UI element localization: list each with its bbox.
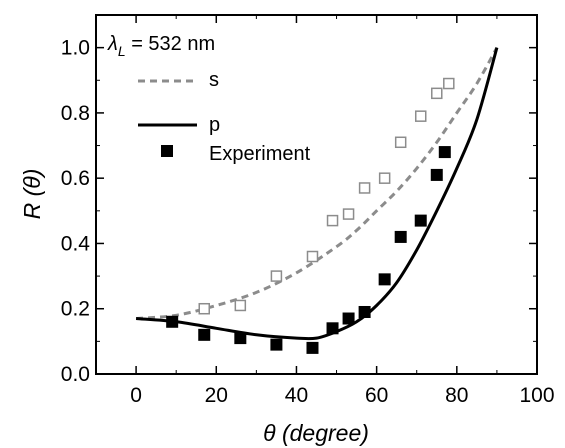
x-axis-label: θ (degree) [263, 420, 369, 446]
x-tick-label: 20 [205, 384, 228, 407]
experiment-point [358, 305, 371, 318]
open-square-point [378, 172, 391, 184]
experiment-point [198, 328, 211, 341]
curve-p [135, 47, 499, 341]
axis-label-part: θ [263, 420, 276, 446]
annotation-value: = 532 nm [126, 33, 216, 55]
experiment-point [166, 315, 179, 328]
axis-label-part: ) [19, 169, 45, 180]
curves [135, 46, 499, 341]
experiment-point [430, 168, 443, 181]
y-tick-label: 0.0 [61, 363, 90, 386]
experiment-point [342, 312, 355, 325]
plot-frame [95, 14, 538, 375]
experiment-point [326, 322, 339, 335]
annotation-subscript: L [118, 43, 126, 59]
x-tick-label: 0 [130, 384, 142, 407]
tick-labels: 0 20 40 60 80 100 0.0 0.2 0.4 0.6 0.8 1.0 [61, 37, 555, 407]
axis-label-part: (degree) [276, 420, 369, 446]
x-tick-label: 40 [285, 384, 308, 407]
open-square-point [394, 136, 407, 149]
experiment-point [306, 341, 319, 354]
y-axis-label: R (θ) [19, 169, 45, 220]
y-tick-label: 0.6 [61, 167, 90, 190]
x-tick-label: 100 [519, 384, 554, 407]
open-square-point [270, 270, 283, 282]
experiment-point [394, 230, 407, 243]
open-square-point [198, 302, 210, 315]
y-tick-label: 0.4 [61, 232, 91, 255]
y-tick-label: 1.0 [61, 37, 90, 60]
open-square-point [358, 182, 371, 194]
y-tick-label: 0.8 [61, 102, 90, 125]
open-square-point [342, 208, 355, 220]
axis-label-part: R ( [19, 186, 45, 219]
experiment-point [378, 273, 391, 286]
y-tick-label: 0.2 [61, 298, 90, 321]
x-tick-label: 80 [445, 384, 468, 407]
legend-swatch-experiment [161, 145, 173, 157]
open-square-point [234, 299, 247, 312]
open-square-point [414, 110, 427, 122]
open-square-point [306, 250, 319, 263]
axis-ticks [95, 15, 538, 375]
experiment-point [270, 338, 283, 351]
annotation-symbol: λ [107, 33, 118, 55]
experiment-point [414, 214, 427, 227]
experiment-point [438, 146, 451, 159]
experiment-point [234, 332, 247, 345]
annotation-wavelength: λL = 532 nm [107, 33, 215, 59]
open-square-point [431, 87, 443, 100]
markers [166, 77, 455, 354]
open-square-point [443, 77, 455, 90]
open-square-point [326, 214, 339, 227]
legend-label-s: s [209, 69, 219, 91]
axis-label-part: θ [19, 176, 45, 189]
legend-label-experiment: Experiment [209, 143, 311, 165]
legend-label-p: p [209, 114, 220, 136]
x-tick-label: 60 [365, 384, 388, 407]
curve-s [135, 46, 499, 320]
